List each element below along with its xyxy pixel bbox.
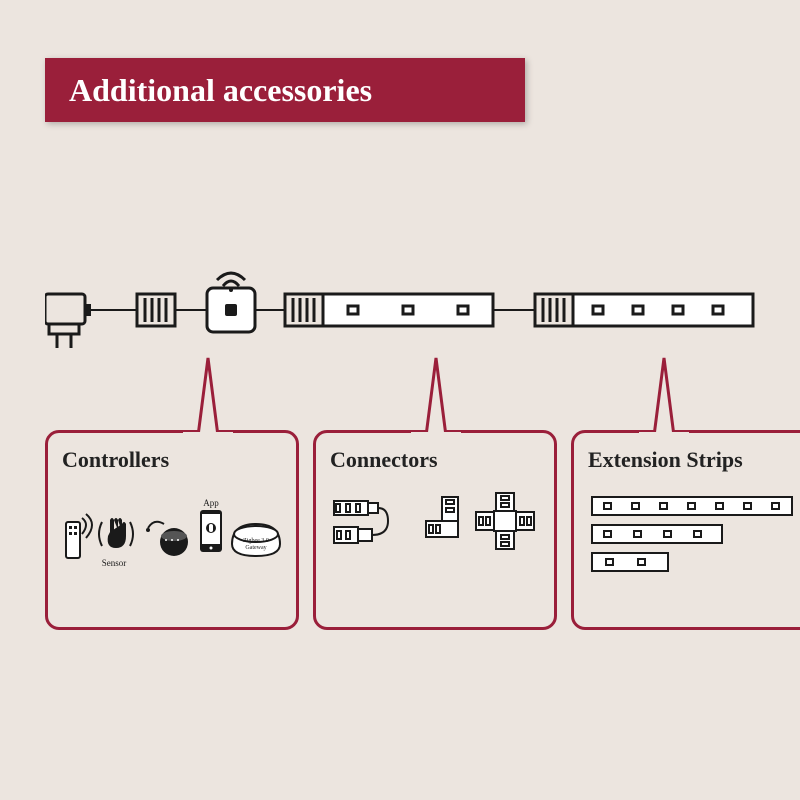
title-banner: Additional accessories: [45, 58, 525, 122]
app-label: App: [203, 498, 219, 508]
callout-title: Controllers: [62, 447, 282, 473]
controllers-icons: Sensor: [62, 489, 282, 599]
pointer-icon: [178, 358, 238, 436]
title-text: Additional accessories: [69, 72, 372, 109]
callout-connectors: Connectors: [313, 430, 557, 630]
connectors-icons: [330, 489, 540, 599]
extension-icons: [588, 489, 798, 599]
gateway-label-2: Gateway: [245, 545, 266, 551]
gateway-label-1: Zigbee 3.0: [243, 538, 269, 544]
callout-title: Extension Strips: [588, 447, 798, 473]
callout-title: Connectors: [330, 447, 540, 473]
sensor-label: Sensor: [102, 558, 127, 568]
pointer-icon: [634, 358, 694, 436]
callout-extension: Extension Strips: [571, 430, 800, 630]
callout-controllers: Controllers: [45, 430, 299, 630]
pointer-icon: [406, 358, 466, 436]
callouts-row: Controllers: [45, 430, 755, 630]
